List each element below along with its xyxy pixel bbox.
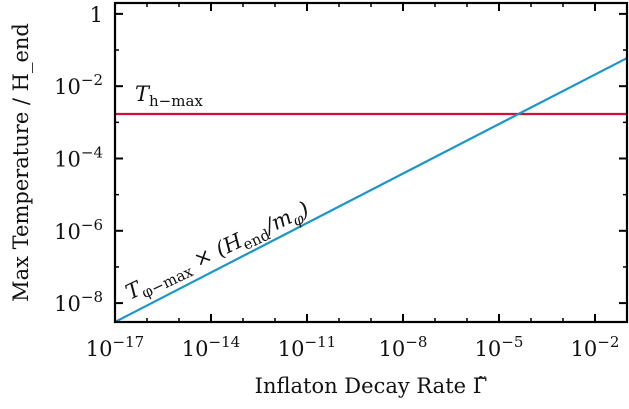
series-line-1 (114, 57, 628, 323)
x-tick-label-2: 10−11 (278, 333, 336, 361)
series-layer (114, 57, 628, 323)
annotation-h-main: T (135, 82, 151, 106)
y-tick-label-4: 10−8 (54, 288, 103, 316)
y-tick-label-0: 1 (90, 3, 103, 27)
ticks-layer (114, 3, 628, 322)
y-axis-title: Max Temperature / H_end (9, 23, 33, 302)
y-tick-label-1: 10−2 (54, 71, 103, 99)
x-axis-title: Inflaton Decay Rate Γ̃ (255, 374, 488, 398)
annotation-h-max: Th−max (135, 82, 203, 110)
x-tick-label-5: 10−2 (571, 333, 620, 361)
x-tick-label-0: 10−17 (86, 333, 144, 361)
y-tick-label-3: 10−6 (54, 216, 103, 244)
x-tick-label-3: 10−8 (379, 333, 428, 361)
x-tick-label-1: 10−14 (182, 333, 240, 361)
labels-layer: 10−17 10−14 10−11 10−8 10−5 10−2 1 10−2 10−4 10−6… (54, 3, 619, 361)
x-tick-label-4: 10−5 (475, 333, 524, 361)
annotation-phi-rest: × (H (184, 228, 247, 275)
plot-frame (113, 1, 629, 324)
y-tick-label-2: 10−4 (54, 143, 103, 171)
annotation-phi-max: Tφ−max × (Hend/mφ) (122, 197, 315, 308)
annotation-h-sub: h−max (149, 92, 203, 110)
